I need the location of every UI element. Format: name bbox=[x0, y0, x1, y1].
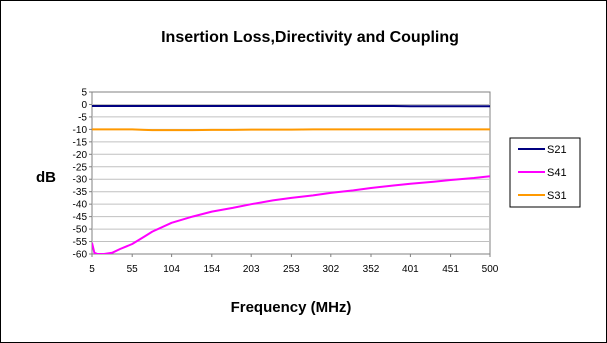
y-tick-label: 0 bbox=[81, 100, 87, 111]
series-line-s41 bbox=[92, 175, 490, 254]
legend-label-s31: S31 bbox=[547, 190, 567, 202]
y-tick-label: -20 bbox=[73, 150, 88, 161]
y-tick-label: -30 bbox=[73, 175, 88, 186]
chart-title: Insertion Loss,Directivity and Coupling bbox=[161, 29, 459, 46]
x-tick-label: 154 bbox=[203, 264, 220, 275]
x-tick-label: 55 bbox=[127, 264, 139, 275]
x-tick-label: 5 bbox=[89, 264, 95, 275]
x-tick-label: 451 bbox=[442, 264, 459, 275]
plot-area bbox=[91, 91, 491, 255]
x-tick-label: 500 bbox=[482, 264, 499, 275]
y-tick-label: -60 bbox=[73, 250, 88, 261]
y-tick-label: -15 bbox=[73, 137, 88, 148]
y-tick-label: -55 bbox=[73, 237, 88, 248]
y-tick-label: -50 bbox=[73, 225, 88, 236]
series-line-s31 bbox=[92, 128, 490, 132]
y-axis-title: dB bbox=[36, 169, 56, 186]
series-lines bbox=[92, 105, 490, 254]
x-tick-label: 401 bbox=[402, 264, 419, 275]
legend: S21 S41 S31 bbox=[509, 137, 581, 208]
y-tick-label: -5 bbox=[78, 112, 87, 123]
x-axis-title: Frequency (MHz) bbox=[231, 299, 352, 316]
y-tick-label: -35 bbox=[73, 187, 88, 198]
y-tick-label: -25 bbox=[73, 162, 88, 173]
gridlines bbox=[92, 103, 490, 243]
x-tick-label: 352 bbox=[363, 264, 380, 275]
x-tick-label: 104 bbox=[163, 264, 180, 275]
y-tick-label: 5 bbox=[81, 88, 87, 99]
y-tick-label: -10 bbox=[73, 125, 88, 136]
y-tick-label: -40 bbox=[73, 200, 88, 211]
x-tick-label: 203 bbox=[243, 264, 260, 275]
x-tick-label: 302 bbox=[322, 264, 339, 275]
x-tick-label: 253 bbox=[283, 264, 300, 275]
legend-label-s41: S41 bbox=[547, 167, 567, 179]
y-tick-label: -45 bbox=[73, 212, 88, 223]
axes: 50-5-10-15-20-25-30-35-40-45-50-55-605 55… bbox=[73, 88, 499, 276]
legend-label-s21: S21 bbox=[547, 144, 567, 156]
